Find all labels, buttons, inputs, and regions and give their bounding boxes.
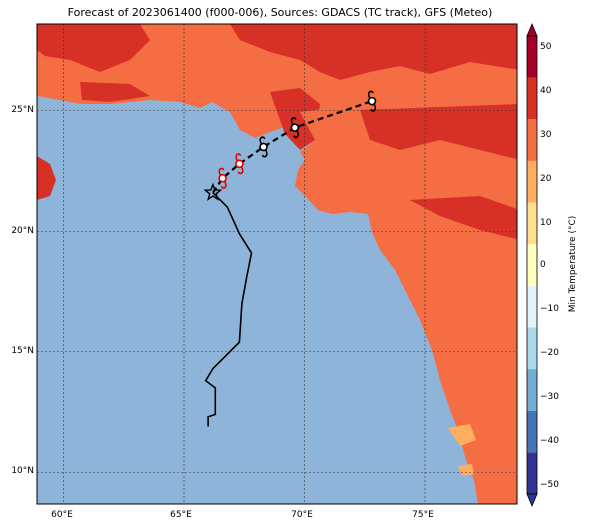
- colorbar-segment-0: [527, 452, 537, 494]
- lat-label-15: 15°N: [6, 346, 34, 356]
- colorbar-tick-neg40: −40: [540, 436, 559, 446]
- colorbar-extend-top: [527, 24, 537, 36]
- lat-label-25: 25°N: [6, 105, 34, 115]
- colorbar-tick-neg10: −10: [540, 304, 559, 314]
- colorbar-segment-3: [527, 327, 537, 369]
- colorbar-segment-4: [527, 286, 537, 328]
- colorbar-segment-10: [527, 36, 537, 78]
- colorbar-segment-8: [527, 119, 537, 161]
- colorbar-tick-neg30: −30: [540, 392, 559, 402]
- colorbar-segment-1: [527, 411, 537, 453]
- colorbar-tick-0: 0: [540, 260, 546, 270]
- colorbar-label: Min Temperature (°C): [568, 216, 578, 313]
- lon-label-65: 65°E: [161, 510, 201, 520]
- lat-label-10: 10°N: [6, 466, 34, 476]
- colorbar-segment-6: [527, 203, 537, 245]
- cyclone-symbol-1: [219, 175, 226, 182]
- lon-label-70: 70°E: [282, 510, 322, 520]
- colorbar-segment-9: [527, 78, 537, 120]
- colorbar-extend-bottom: [527, 494, 537, 506]
- colorbar-tick-neg20: −20: [540, 348, 559, 358]
- cyclone-symbol-3: [260, 143, 267, 150]
- colorbar-segment-2: [527, 369, 537, 411]
- colorbar-tick-10: 10: [540, 218, 551, 228]
- colorbar-tick-neg50: −50: [540, 480, 559, 490]
- colorbar-segment-5: [527, 244, 537, 286]
- colorbar-tick-20: 20: [540, 174, 551, 184]
- lon-label-75: 75°E: [403, 510, 443, 520]
- cyclone-symbol-2: [236, 160, 243, 167]
- colorbar-segment-7: [527, 161, 537, 203]
- cyclone-symbol-4: [291, 124, 298, 131]
- colorbar-tick-30: 30: [540, 130, 551, 140]
- lon-label-60: 60°E: [42, 510, 82, 520]
- colorbar-tick-50: 50: [540, 42, 551, 52]
- colorbar-tick-40: 40: [540, 86, 551, 96]
- lat-label-20: 20°N: [6, 226, 34, 236]
- cyclone-symbol-5: [368, 98, 375, 105]
